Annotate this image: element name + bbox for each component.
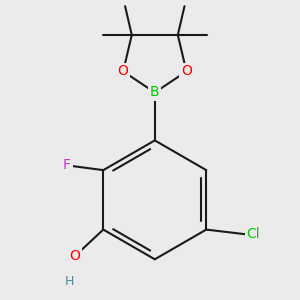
Text: H: H bbox=[65, 275, 74, 288]
Text: B: B bbox=[150, 85, 160, 100]
Text: Cl: Cl bbox=[247, 227, 260, 242]
Text: F: F bbox=[63, 158, 71, 172]
Text: O: O bbox=[181, 64, 192, 78]
Text: O: O bbox=[69, 249, 80, 263]
Text: O: O bbox=[118, 64, 129, 78]
